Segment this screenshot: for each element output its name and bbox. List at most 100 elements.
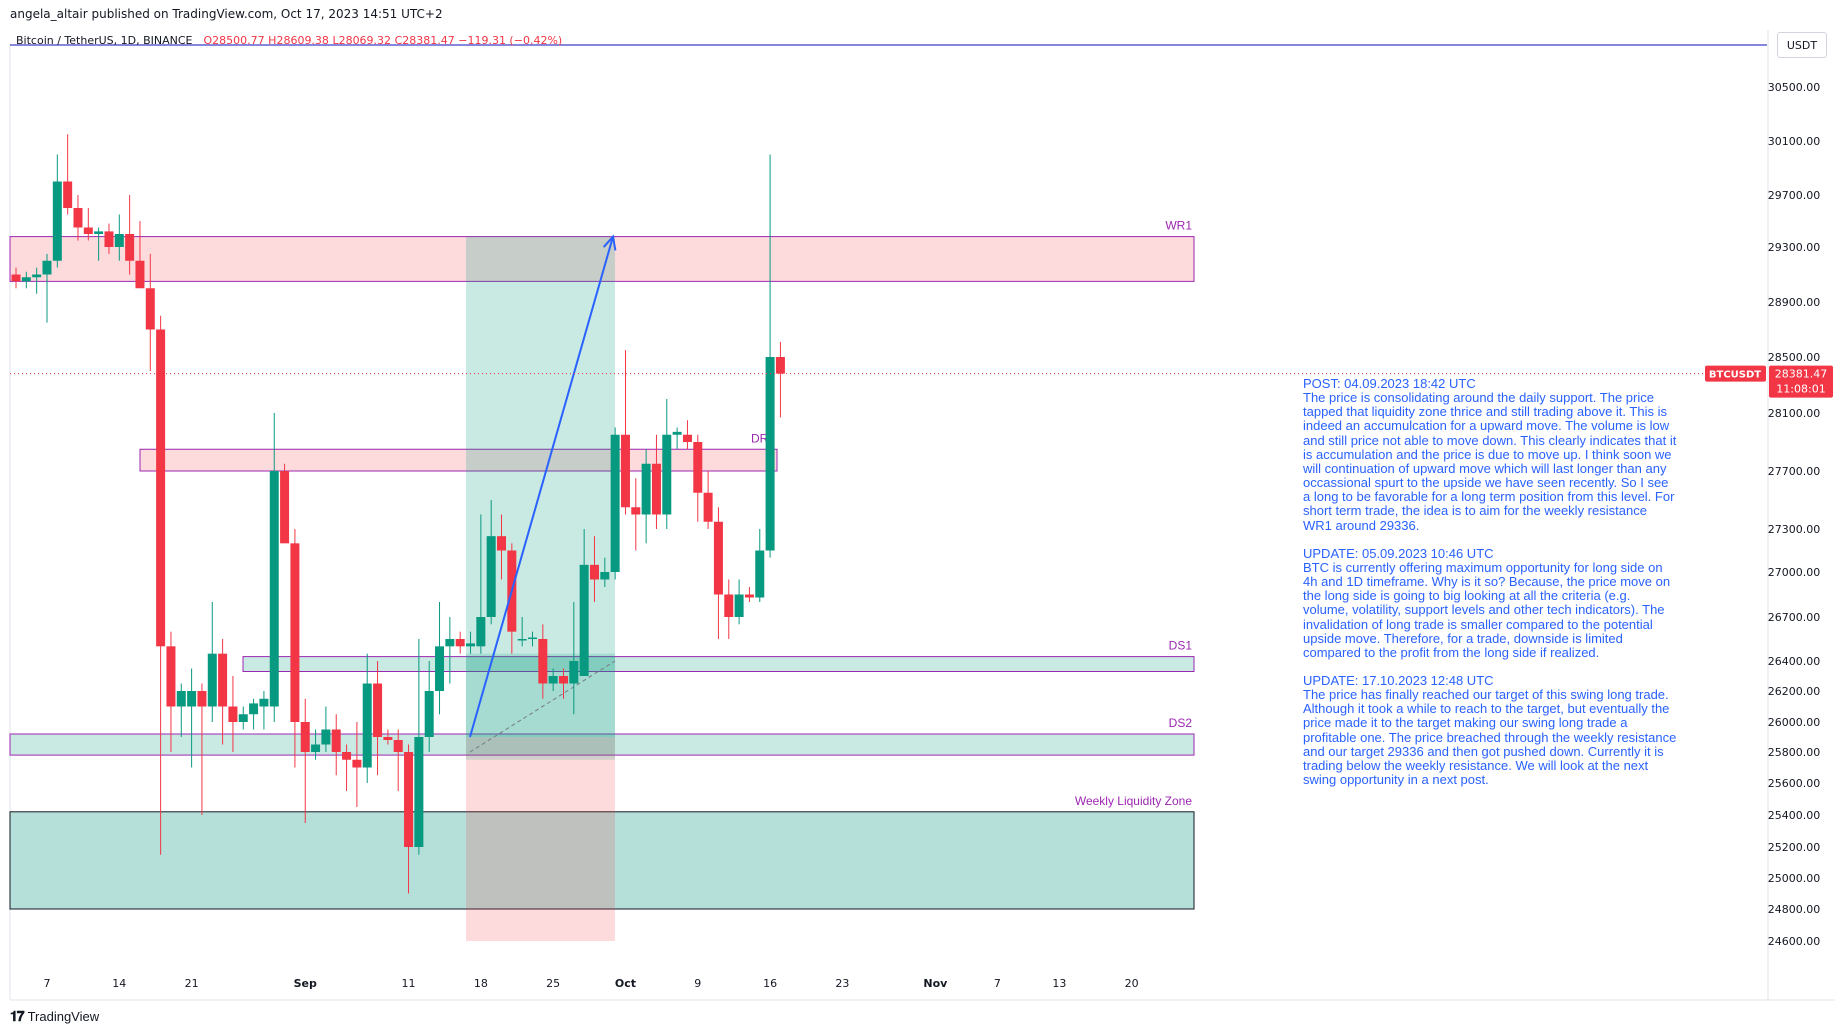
price-tick-label: 26000.00	[1768, 716, 1821, 729]
candle-body	[311, 744, 321, 752]
candle	[682, 420, 692, 450]
time-tick-label: 13	[1052, 977, 1066, 990]
candle	[218, 639, 228, 745]
symbol-name: Bitcoin / TetherUS, 1D, BINANCE	[16, 34, 193, 47]
candle	[352, 722, 362, 807]
candle-body	[42, 260, 52, 275]
zone-weekly-liquidity-zone	[9, 811, 1195, 910]
time-tick-label: 18	[474, 977, 488, 990]
price-axis: 24600.00 24800.00 25000.00 25200.00 25400.00…	[1705, 81, 1833, 948]
candle	[187, 668, 197, 768]
candle-body	[744, 594, 754, 598]
candle	[538, 624, 548, 699]
candle-body	[755, 550, 765, 598]
candle-body	[497, 536, 507, 551]
price-tick-label: 28100.00	[1768, 407, 1821, 420]
candle-body	[125, 234, 135, 261]
candle-body	[52, 181, 62, 261]
candle	[197, 683, 207, 815]
candle-body	[713, 521, 723, 595]
candle	[83, 208, 93, 241]
note-title: UPDATE: 17.10.2023 12:48 UTC	[1303, 672, 1494, 688]
candle-body	[249, 703, 259, 715]
candles-layer	[11, 134, 785, 894]
zone-dr1	[139, 448, 778, 472]
candle-body	[466, 643, 476, 647]
candle	[94, 227, 104, 261]
candle	[662, 399, 672, 529]
candle	[404, 744, 414, 894]
candle-body	[269, 471, 279, 707]
ohlc-low: L28069.32	[332, 34, 392, 47]
candle	[269, 413, 279, 722]
candle-body	[104, 231, 114, 247]
candle-body	[156, 329, 166, 647]
time-tick-label: Oct	[615, 977, 636, 990]
candle	[703, 471, 713, 529]
candle-body	[775, 357, 785, 374]
candle	[765, 154, 775, 558]
candle-body	[145, 288, 155, 330]
candle	[445, 617, 455, 684]
candle	[321, 706, 331, 752]
symbol-legend[interactable]: Bitcoin / TetherUS, 1D, BINANCE O28500.7…	[16, 34, 562, 47]
candle	[424, 661, 434, 752]
candle-body	[517, 639, 527, 641]
candle	[558, 668, 568, 699]
zone-ds1	[242, 656, 1195, 672]
price-tick-label: 25600.00	[1768, 777, 1821, 790]
tradingview-logo-icon: 𝟏𝟕	[10, 1008, 25, 1024]
candle-body	[83, 227, 93, 234]
candle	[73, 195, 83, 241]
candle-body	[620, 434, 630, 508]
candle-body	[176, 691, 186, 707]
candle	[724, 579, 734, 639]
candle-body	[218, 653, 228, 707]
tradingview-footer[interactable]: 𝟏𝟕 TradingView	[10, 1008, 99, 1025]
candle-body	[404, 752, 414, 847]
candle	[259, 691, 269, 730]
projection-arrow-head	[602, 234, 617, 251]
note-block-3: UPDATE: 17.10.2023 12:48 UTC The price h…	[1303, 672, 1678, 787]
candle-body	[238, 714, 248, 722]
candle-body	[187, 691, 197, 707]
candle	[589, 536, 599, 602]
candle	[455, 631, 465, 654]
candle-body	[548, 676, 558, 684]
candle	[414, 639, 424, 855]
price-tick-label: 30100.00	[1768, 135, 1821, 148]
price-tick-label: 26200.00	[1768, 685, 1821, 698]
candle-body	[373, 683, 383, 737]
position-stop-area	[466, 737, 615, 941]
candle	[641, 449, 651, 544]
candle	[373, 661, 383, 776]
time-tick-label: 7	[43, 977, 50, 990]
overlay-layer	[10, 234, 1710, 738]
candle	[63, 134, 73, 215]
candle	[610, 427, 620, 580]
price-tick-label: 25000.00	[1768, 872, 1821, 885]
zone-label: DS2	[1169, 716, 1193, 730]
candle-body	[682, 434, 692, 442]
candle-body	[321, 729, 331, 745]
candle	[486, 500, 496, 625]
ohlc-close: C28381.47	[394, 34, 455, 47]
candle	[166, 631, 176, 752]
projection-arrow-line	[469, 236, 614, 738]
candle-body	[94, 231, 104, 234]
candle	[744, 587, 754, 602]
last-price-tag-bg	[1769, 365, 1833, 398]
candle	[176, 683, 186, 737]
price-tick-label: 28900.00	[1768, 296, 1821, 309]
currency-button[interactable]: USDT	[1777, 32, 1827, 58]
time-tick-label: 23	[835, 977, 849, 990]
price-tick-label: 25800.00	[1768, 746, 1821, 759]
price-tick-label: 27300.00	[1768, 523, 1821, 536]
candle	[497, 514, 507, 580]
candle	[466, 631, 476, 654]
candle-body	[11, 274, 21, 282]
candle	[238, 706, 248, 730]
candle-body	[342, 752, 352, 760]
